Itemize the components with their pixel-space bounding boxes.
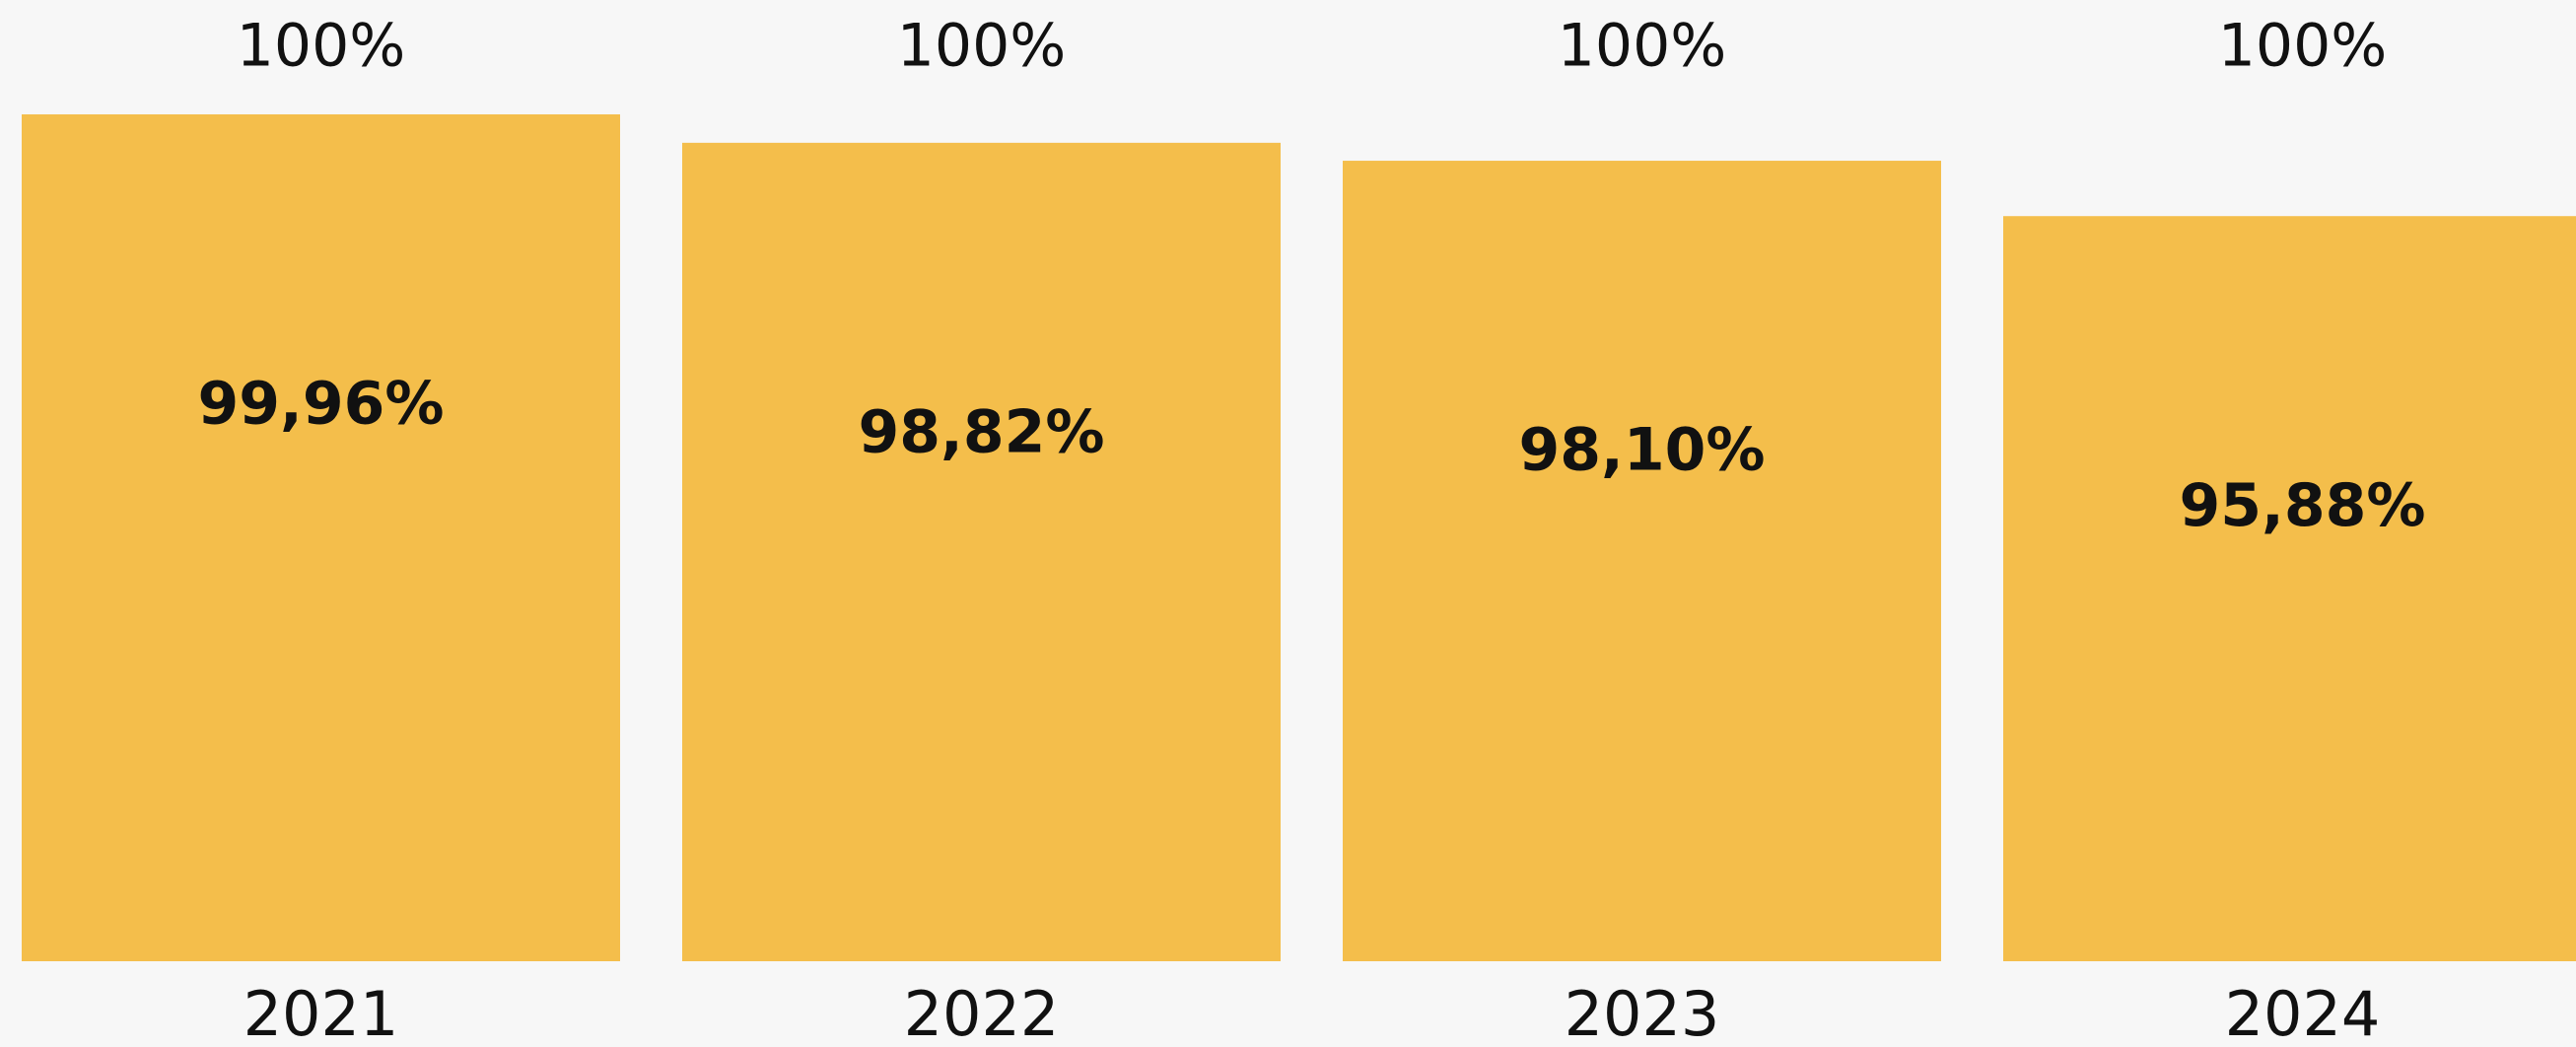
value-label: 98,10% [1519, 416, 1766, 485]
value-label: 99,96% [198, 370, 445, 439]
x-tick-label: 2022 [904, 978, 1060, 1047]
value-label: 98,82% [859, 397, 1105, 466]
x-tick-label: 2021 [244, 978, 399, 1047]
bar [682, 142, 1281, 962]
bar [1343, 161, 1941, 961]
x-tick-label: 2023 [1565, 978, 1720, 1047]
value-label: 95,88% [2180, 471, 2426, 540]
total-label: 100% [1558, 12, 1727, 81]
total-label: 100% [237, 12, 406, 81]
bar [22, 114, 620, 961]
bar [2003, 216, 2576, 961]
x-tick-label: 2024 [2225, 978, 2381, 1047]
total-label: 100% [2218, 12, 2388, 81]
total-label: 100% [897, 12, 1067, 81]
